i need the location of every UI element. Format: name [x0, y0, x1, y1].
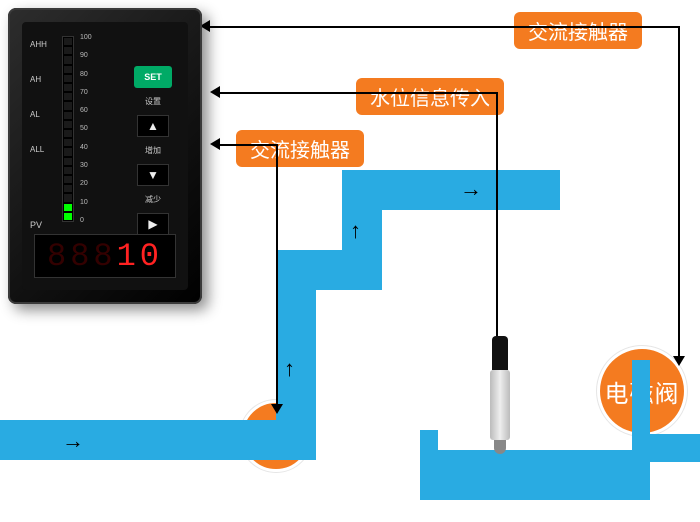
- tank-water: [438, 450, 632, 482]
- flow-arrow-3: →: [460, 176, 482, 202]
- set-caption: 设置: [145, 96, 161, 107]
- arrowhead-valve_down: [673, 356, 685, 366]
- scale-tick: 60: [80, 107, 96, 114]
- scale-tick: 90: [80, 52, 96, 59]
- bar-segment: [64, 38, 72, 45]
- pipe-inlet: [0, 420, 276, 460]
- bar-segment: [64, 102, 72, 109]
- alarm-tag: AH: [30, 75, 56, 84]
- button-column: SET 设置 ▲ 增加 ▼ 减少 ▶ 右移: [128, 66, 178, 254]
- alarm-labels: AHH AH AL ALL: [30, 40, 56, 154]
- bar-segment: [64, 213, 72, 220]
- up-caption: 增加: [145, 145, 161, 156]
- alarm-tag: AHH: [30, 40, 56, 49]
- wire-top_v: [678, 26, 680, 358]
- pv-label: PV: [30, 220, 42, 230]
- bar-segment: [64, 185, 72, 192]
- pipe-top2: [342, 170, 560, 210]
- tank-bottom: [420, 482, 650, 500]
- bar-segment: [64, 93, 72, 100]
- diagram-stage: 交流接触器 水位信息传入 交流接触器 水泵 电磁阀 →↑↑→ AHHAHALAL…: [0, 0, 700, 522]
- bar-segment: [64, 204, 72, 211]
- up-button[interactable]: ▲: [137, 115, 169, 137]
- digital-display: 88810: [34, 234, 176, 278]
- scale-tick: 30: [80, 162, 96, 169]
- outlet: [650, 434, 700, 462]
- arrowhead-mid_into_meter: [210, 86, 220, 98]
- bar-segment: [64, 47, 72, 54]
- bargraph-scale: 1009080706050403020100: [80, 34, 96, 224]
- bar-segment: [64, 56, 72, 63]
- flow-arrow-1: ↑: [284, 356, 295, 382]
- down-caption: 减少: [145, 194, 161, 205]
- label-contactor-top: 交流接触器: [514, 12, 642, 49]
- level-sensor-probe: [490, 336, 510, 454]
- wire-top_h: [204, 26, 680, 28]
- flow-arrow-2: ↑: [350, 218, 361, 244]
- bar-segment: [64, 194, 72, 201]
- pipe-top1: [276, 250, 342, 290]
- label-signal-in: 水位信息传入: [356, 78, 504, 115]
- bar-segment: [64, 167, 72, 174]
- bar-segment: [64, 139, 72, 146]
- right-button[interactable]: ▶: [137, 213, 169, 235]
- bar-segment: [64, 121, 72, 128]
- wire-bot_h: [214, 144, 278, 146]
- wire-mid_h: [214, 92, 498, 94]
- bar-segment: [64, 148, 72, 155]
- panel-meter: AHHAHALALL 1009080706050403020100 SET 设置…: [8, 8, 202, 304]
- alarm-tag: ALL: [30, 145, 56, 154]
- bar-segment: [64, 75, 72, 82]
- bar-segment: [64, 66, 72, 73]
- display-lit: 10: [117, 238, 163, 275]
- scale-tick: 40: [80, 144, 96, 151]
- alarm-tag: AL: [30, 110, 56, 119]
- bar-segment: [64, 130, 72, 137]
- scale-tick: 0: [80, 217, 96, 224]
- down-button[interactable]: ▼: [137, 164, 169, 186]
- bargraph: [62, 36, 74, 222]
- scale-tick: 10: [80, 199, 96, 206]
- flow-arrow-0: →: [62, 428, 84, 454]
- bar-segment: [64, 176, 72, 183]
- wire-bot_v: [276, 144, 278, 406]
- bar-segment: [64, 112, 72, 119]
- bar-segment: [64, 158, 72, 165]
- scale-tick: 100: [80, 34, 96, 41]
- bar-segment: [64, 84, 72, 91]
- label-contactor-mid: 交流接触器: [236, 130, 364, 167]
- display-dim: 888: [47, 238, 117, 275]
- arrowhead-bot_into_meter: [210, 138, 220, 150]
- arrowhead-pump_down: [271, 404, 283, 414]
- tank-right: [632, 360, 650, 500]
- scale-tick: 50: [80, 125, 96, 132]
- scale-tick: 20: [80, 180, 96, 187]
- set-button[interactable]: SET: [134, 66, 172, 88]
- wire-mid_v: [496, 92, 498, 338]
- scale-tick: 70: [80, 89, 96, 96]
- scale-tick: 80: [80, 71, 96, 78]
